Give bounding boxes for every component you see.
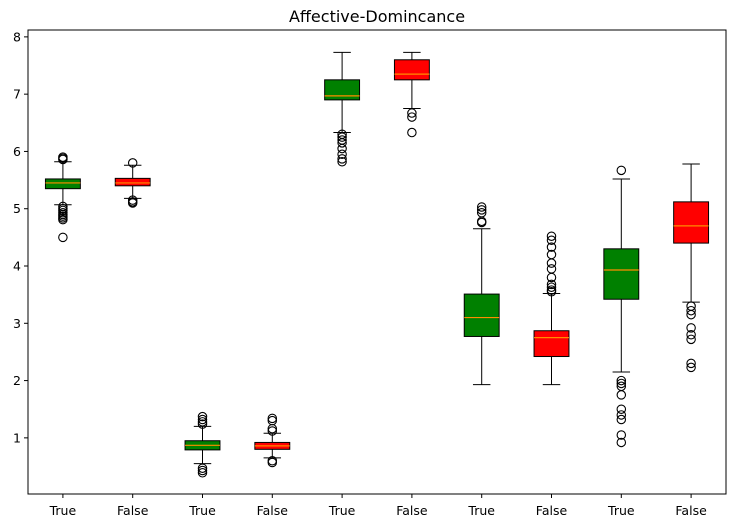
outlier-point (407, 127, 417, 138)
y-tick-label: 8 (13, 29, 21, 44)
outlier-point (197, 463, 208, 473)
x-tick-label: False (117, 503, 149, 518)
box-group (603, 165, 640, 448)
outlier-point (546, 242, 557, 252)
outlier-point (686, 358, 696, 369)
outlier-point (197, 414, 208, 425)
y-tick-label: 3 (13, 316, 21, 331)
box-group (114, 158, 151, 208)
outlier-point (476, 207, 487, 218)
outlier-point (546, 285, 557, 295)
outlier-point (127, 198, 138, 208)
outlier-point (267, 415, 278, 426)
outlier-point (407, 108, 417, 118)
x-tick-label: True (49, 503, 77, 518)
x-tick-label: False (257, 503, 289, 518)
box-group (463, 202, 500, 386)
outlier-point (546, 258, 557, 268)
outlier-point (337, 132, 347, 142)
outlier-point (267, 426, 278, 436)
outlier-point (197, 411, 208, 422)
y-tick-label: 2 (13, 373, 21, 388)
box-group (324, 51, 361, 167)
outlier-point (58, 214, 68, 225)
outlier-point (58, 232, 68, 243)
y-tick-label: 6 (13, 144, 21, 159)
outlier-point (267, 457, 278, 468)
outlier-point (197, 419, 208, 429)
outlier-point (686, 323, 696, 333)
y-tick-label: 1 (13, 430, 21, 445)
box-group (184, 411, 221, 478)
outlier-point (546, 231, 557, 241)
box-group (44, 152, 81, 243)
x-tick-label: True (188, 503, 216, 518)
x-tick-label: False (536, 503, 568, 518)
outlier-point (686, 362, 696, 373)
outlier-point (337, 143, 347, 154)
outlier-point (337, 138, 347, 148)
x-tick-label: False (675, 503, 707, 518)
y-tick-label: 4 (13, 259, 21, 274)
iqr-box (533, 330, 570, 358)
x-tick-label: False (396, 503, 428, 518)
outlier-point (546, 249, 557, 260)
chart-title: Affective-Domincance (289, 7, 465, 26)
iqr-box (673, 201, 710, 244)
box-group (393, 51, 430, 138)
iqr-box (393, 59, 430, 81)
outlier-point (476, 202, 487, 212)
iqr-box (603, 248, 640, 300)
outlier-point (546, 235, 557, 245)
outlier-point (686, 330, 696, 340)
outlier-point (616, 430, 627, 440)
outlier-point (197, 468, 208, 478)
outlier-point (546, 264, 557, 274)
outlier-point (197, 417, 208, 427)
outlier-point (476, 205, 487, 215)
outlier-point (616, 437, 627, 448)
box-group (254, 413, 291, 468)
iqr-box (463, 293, 500, 337)
iqr-box (44, 178, 81, 190)
outlier-point (686, 305, 696, 316)
outlier-point (197, 465, 208, 476)
outlier-point (58, 205, 68, 216)
outlier-point (616, 404, 627, 414)
outlier-point (616, 410, 627, 420)
y-tick-label: 5 (13, 201, 21, 216)
outlier-point (616, 165, 627, 176)
outlier-point (267, 413, 278, 424)
x-tick-label: True (328, 503, 356, 518)
outlier-point (616, 390, 627, 400)
outlier-point (337, 149, 347, 160)
outlier-point (127, 158, 138, 168)
outlier-point (337, 154, 347, 164)
iqr-box (324, 79, 361, 101)
x-tick-label: True (467, 503, 495, 518)
outlier-point (546, 282, 557, 292)
plot-frame (27, 29, 727, 495)
outlier-point (686, 334, 696, 345)
x-tick-label: True (607, 503, 635, 518)
outlier-point (616, 378, 627, 389)
outlier-point (546, 279, 557, 290)
outlier-point (58, 152, 68, 162)
outlier-point (616, 375, 627, 386)
outlier-point (407, 112, 417, 122)
outlier-point (686, 309, 696, 320)
outlier-point (616, 414, 627, 425)
box-group (533, 231, 570, 386)
iqr-box (114, 177, 151, 187)
box-group (673, 163, 710, 373)
plot-area: 1 2 3 4 5 6 7 8 True False True False True False True F… (13, 29, 710, 518)
outlier-point (337, 157, 347, 167)
y-tick-label: 7 (13, 87, 21, 102)
